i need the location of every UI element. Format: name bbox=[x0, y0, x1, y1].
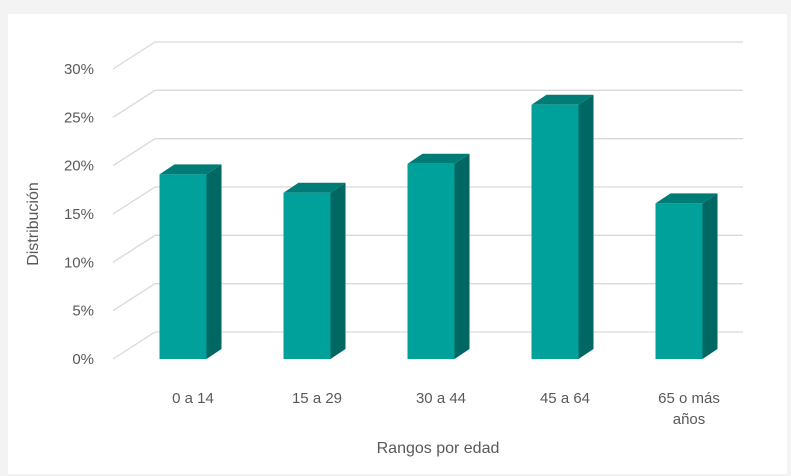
bar bbox=[407, 163, 455, 359]
y-axis-ticks: 0% 5% 10% 15% 20% 25% 30% bbox=[64, 61, 94, 368]
bar-top bbox=[283, 182, 346, 193]
gridline bbox=[112, 89, 743, 118]
x-tick-label: 45 a 64 bbox=[540, 390, 590, 407]
bar-top bbox=[407, 153, 470, 164]
x-axis-ticks: 0 a 14 15 a 29 30 a 44 45 a 64 65 o más años bbox=[172, 390, 720, 428]
bars bbox=[159, 94, 718, 360]
bar-group bbox=[407, 153, 470, 359]
bar-side bbox=[454, 153, 470, 359]
gridlines bbox=[112, 41, 743, 360]
bar-side bbox=[206, 164, 222, 359]
bar-side bbox=[330, 182, 346, 359]
bar-chart: 0% 5% 10% 15% 20% 25% 30% 0 a 14 15 a 29 30 a 44… bbox=[25, 41, 743, 457]
y-tick-label: 25% bbox=[64, 109, 94, 126]
bar-side bbox=[578, 94, 594, 360]
bar-top bbox=[531, 94, 594, 105]
bar-top bbox=[159, 164, 222, 175]
x-tick-label: 15 a 29 bbox=[292, 390, 342, 407]
bar bbox=[531, 104, 579, 360]
gridline bbox=[112, 41, 743, 70]
y-tick-label: 15% bbox=[64, 206, 94, 223]
x-axis-title: Rangos por edad bbox=[377, 440, 500, 457]
bar bbox=[283, 192, 331, 359]
y-tick-label: 30% bbox=[64, 61, 94, 78]
bar bbox=[159, 174, 207, 359]
bar bbox=[655, 203, 703, 359]
bar-side bbox=[702, 193, 718, 359]
x-tick-label: 30 a 44 bbox=[416, 390, 466, 407]
bar-top bbox=[655, 193, 718, 204]
bar-group bbox=[655, 193, 718, 359]
y-tick-label: 0% bbox=[72, 351, 94, 368]
bar-group bbox=[531, 94, 594, 360]
x-tick-label: 65 o más años bbox=[658, 390, 720, 428]
y-tick-label: 20% bbox=[64, 158, 94, 175]
chart-card: 0% 5% 10% 15% 20% 25% 30% 0 a 14 15 a 29 30 a 44… bbox=[8, 14, 787, 474]
bar-group bbox=[159, 164, 222, 359]
bar-group bbox=[283, 182, 346, 359]
y-tick-label: 10% bbox=[64, 254, 94, 271]
y-tick-label: 5% bbox=[72, 303, 94, 320]
x-tick-label: 0 a 14 bbox=[172, 390, 214, 407]
y-axis-title: Distribución bbox=[25, 182, 42, 266]
